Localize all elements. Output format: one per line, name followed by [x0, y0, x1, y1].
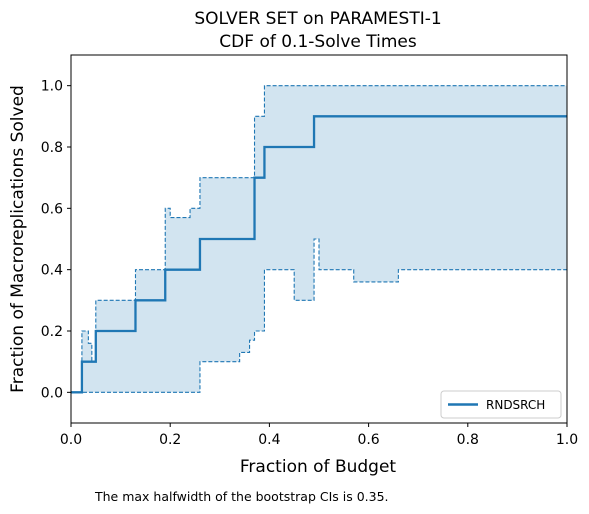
x-tick-label: 0.4: [258, 432, 280, 448]
x-tick-label: 0.2: [159, 432, 181, 448]
x-tick-label: 0.8: [457, 432, 479, 448]
x-axis-label: Fraction of Budget: [240, 457, 397, 477]
y-axis-label: Fraction of Macroreplications Solved: [8, 85, 28, 393]
x-tick-label: 0.0: [60, 432, 82, 448]
chart-title: SOLVER SET on PARAMESTI-1: [194, 9, 441, 29]
chart-subtitle: CDF of 0.1-Solve Times: [219, 32, 417, 52]
x-axis-ticks: 0.0 0.2 0.4 0.6 0.8 1.0: [60, 423, 578, 448]
y-tick-label: 0.8: [41, 140, 63, 156]
series-line-rndsrch: [71, 115, 567, 394]
axes-frame: [70, 54, 568, 424]
ci-upper-line: [71, 85, 567, 393]
x-tick-label: 1.0: [556, 432, 578, 448]
x-tick-label: 0.6: [357, 432, 379, 448]
y-tick-label: 0.6: [41, 201, 63, 217]
legend-box: [440, 390, 562, 419]
ci-halfwidth-note: The max halfwidth of the bootstrap CIs i…: [94, 489, 389, 504]
y-tick-label: 0.4: [41, 263, 63, 279]
y-tick-label: 0.2: [41, 324, 63, 340]
y-tick-label: 1.0: [41, 79, 63, 95]
legend: RNDSRCH: [440, 390, 562, 419]
y-tick-label: 0.0: [41, 385, 63, 401]
y-axis-ticks: 0.0 0.2 0.4 0.6 0.8 1.0: [41, 79, 71, 401]
ci-lower-line: [71, 238, 567, 393]
plot-area: [71, 85, 567, 394]
legend-label-rndsrch: RNDSRCH: [486, 398, 545, 412]
